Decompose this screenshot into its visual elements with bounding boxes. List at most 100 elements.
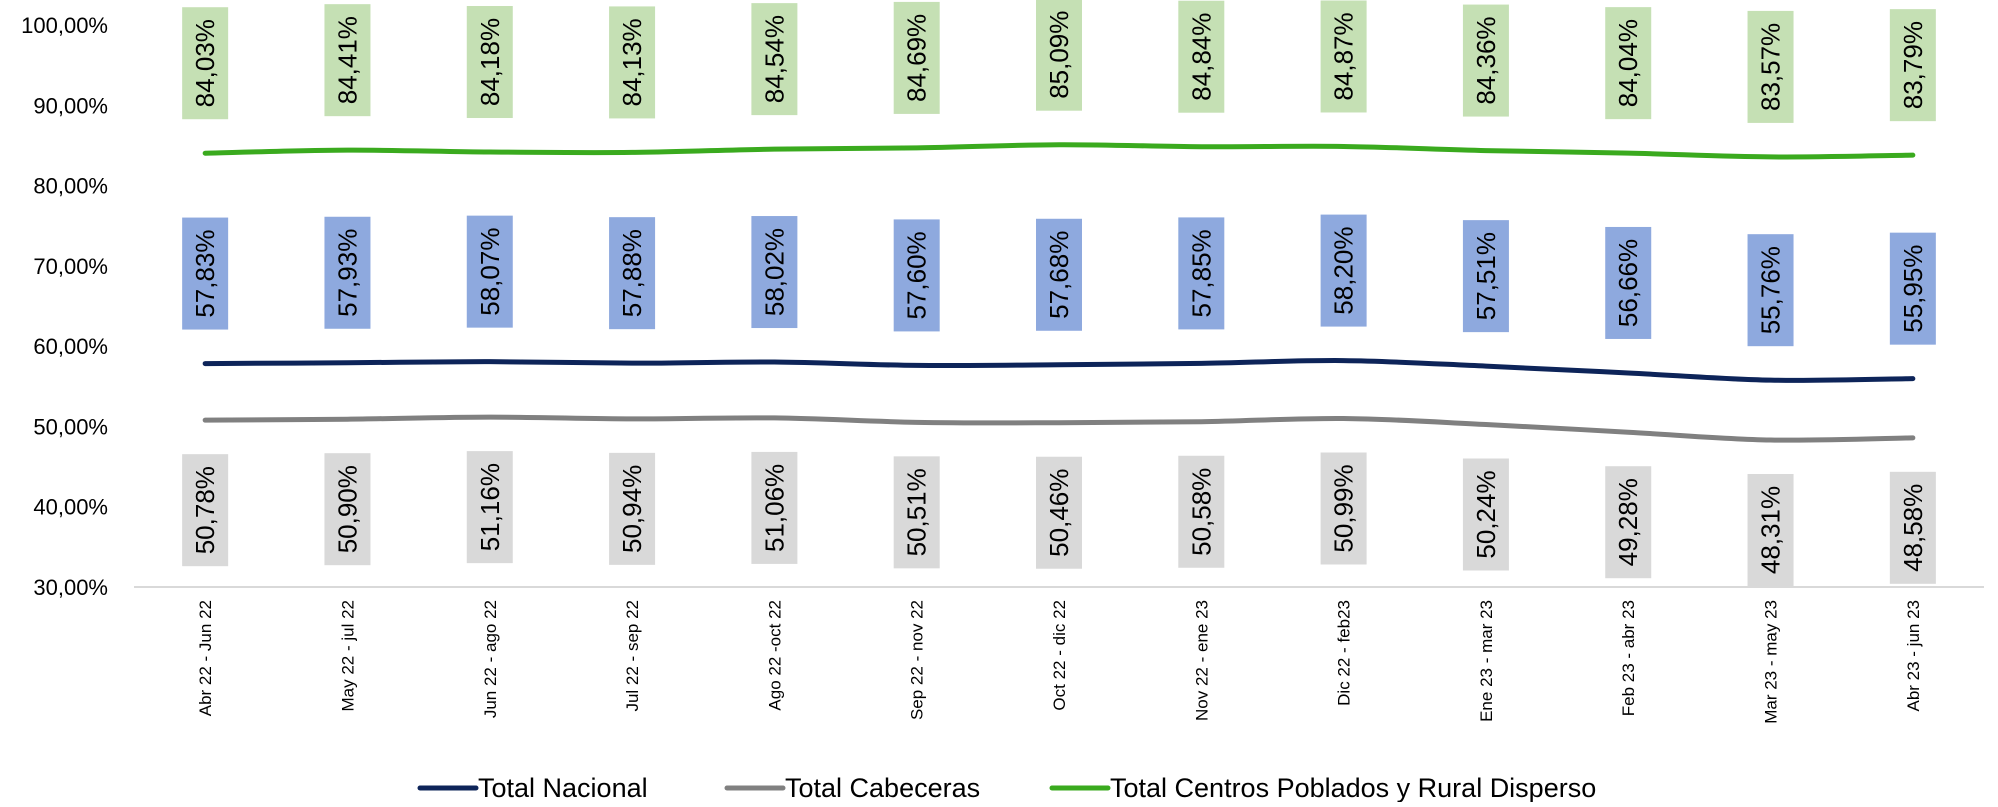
data-label-text: 51,16% — [475, 463, 505, 551]
x-tick-label: Abr 22 - Jun 22 — [196, 600, 215, 716]
data-label-text: 83,57% — [1756, 23, 1786, 111]
data-label-text: 84,84% — [1186, 13, 1216, 101]
series-line — [202, 358, 1916, 383]
data-label-box — [1036, 456, 1082, 569]
data-label: 83,57% — [1747, 10, 1794, 123]
data-label: 58,20% — [1320, 214, 1367, 327]
data-label-text: 56,66% — [1613, 239, 1643, 327]
data-label: 57,83% — [182, 217, 229, 330]
data-label-box — [1320, 452, 1367, 565]
x-tick-label: Ago 22 -oct 22 — [765, 600, 784, 711]
data-label-text: 83,79% — [1898, 21, 1928, 109]
series-line — [202, 414, 1916, 443]
data-label-text: 84,54% — [759, 15, 789, 103]
data-label-text: 84,69% — [902, 14, 932, 102]
data-labels: 57,83% 57,93% 58,07% 57,88% 58,02% 57,60% 57,6… — [182, 0, 1936, 586]
data-label: 58,02% — [751, 216, 798, 329]
data-label: 56,66% — [1605, 226, 1652, 339]
y-tick-label: 90,00% — [33, 93, 108, 118]
data-label: 49,28% — [1605, 466, 1652, 579]
data-label-box — [182, 7, 229, 120]
data-label-text: 84,04% — [1613, 19, 1643, 107]
data-label-text: 57,93% — [332, 229, 362, 317]
data-label-box — [893, 456, 940, 569]
data-label-text: 48,31% — [1756, 486, 1786, 574]
y-tick-label: 80,00% — [33, 174, 108, 199]
data-label-text: 50,51% — [902, 468, 932, 556]
data-label: 84,87% — [1320, 0, 1367, 113]
data-label-box — [1605, 7, 1652, 120]
data-label-box — [893, 219, 940, 332]
data-label-box — [1747, 234, 1794, 347]
data-label-box — [1178, 217, 1225, 330]
data-label-text: 57,60% — [902, 231, 932, 319]
data-label: 84,03% — [182, 7, 229, 120]
data-label-box — [324, 216, 371, 329]
x-axis: Abr 22 - Jun 22 May 22 - jul 22 Jun 22 - a… — [196, 600, 1923, 724]
legend-item: Total Cabeceras — [724, 773, 980, 803]
data-label-box — [466, 451, 513, 564]
data-label-text: 58,02% — [759, 228, 789, 316]
data-label: 55,76% — [1747, 234, 1794, 347]
data-label-text: 57,68% — [1044, 231, 1074, 319]
data-label-text: 58,20% — [1329, 227, 1359, 315]
data-label-text: 50,90% — [332, 465, 362, 553]
data-label: 50,58% — [1178, 455, 1225, 568]
data-label-box — [609, 6, 656, 119]
data-label-box — [466, 6, 513, 119]
data-label-text: 57,88% — [617, 229, 647, 317]
data-label: 84,18% — [466, 6, 513, 119]
data-label-text: 85,09% — [1044, 11, 1074, 99]
data-label-box — [466, 215, 513, 328]
data-label-box — [1320, 214, 1367, 327]
data-label-text: 50,78% — [190, 466, 220, 554]
data-label: 55,95% — [1889, 232, 1936, 345]
data-label-box — [893, 1, 940, 114]
data-label-text: 49,28% — [1613, 478, 1643, 566]
x-tick-label: Dic 22 - feb23 — [1335, 600, 1354, 706]
data-label: 57,93% — [324, 216, 371, 329]
data-label-box — [1605, 466, 1652, 579]
data-label-box — [1889, 471, 1936, 584]
data-label: 85,09% — [1036, 0, 1082, 111]
data-label-box — [1036, 0, 1082, 111]
data-label-text: 84,18% — [475, 18, 505, 106]
data-label-box — [1747, 473, 1794, 586]
y-tick-label: 70,00% — [33, 254, 108, 279]
y-tick-label: 50,00% — [33, 414, 108, 439]
y-axis: 30,00% 40,00% 50,00% 60,00% 70,00% 80,00% 90,0… — [21, 13, 108, 600]
data-label-text: 48,58% — [1898, 484, 1928, 572]
data-label-text: 84,13% — [617, 18, 647, 106]
data-label: 83,79% — [1889, 9, 1936, 122]
data-label: 57,51% — [1462, 220, 1509, 333]
x-tick-label: Mar 23 - may 23 — [1762, 600, 1781, 724]
data-label-box — [1036, 218, 1082, 331]
data-label-box — [1178, 0, 1225, 113]
x-tick-label: Ene 23 - mar 23 — [1477, 600, 1496, 722]
data-label-text: 84,36% — [1471, 16, 1501, 104]
data-label: 57,68% — [1036, 218, 1082, 331]
data-label-box — [182, 454, 229, 567]
x-tick-label: Jun 22 - ago 22 — [481, 600, 500, 718]
data-label: 84,13% — [609, 6, 656, 119]
data-label: 57,60% — [893, 219, 940, 332]
x-tick-label: May 22 - jul 22 — [338, 600, 357, 712]
series-line — [202, 142, 1916, 160]
data-label-box — [324, 4, 371, 117]
legend: Total Nacional Total Cabeceras Total Centr… — [417, 773, 1596, 803]
data-label: 51,16% — [466, 451, 513, 564]
data-label-text: 50,24% — [1471, 470, 1501, 558]
data-label: 84,54% — [751, 3, 798, 116]
data-label: 84,69% — [893, 1, 940, 114]
y-tick-label: 30,00% — [33, 575, 108, 600]
series-lines — [202, 142, 1916, 443]
data-label-text: 84,87% — [1329, 12, 1359, 100]
data-label: 84,41% — [324, 4, 371, 117]
y-tick-label: 60,00% — [33, 334, 108, 359]
data-label-box — [609, 217, 656, 330]
data-label: 50,99% — [1320, 452, 1367, 565]
data-label: 50,90% — [324, 453, 371, 566]
data-label: 50,78% — [182, 454, 229, 567]
x-tick-label: Nov 22 - ene 23 — [1192, 600, 1211, 721]
